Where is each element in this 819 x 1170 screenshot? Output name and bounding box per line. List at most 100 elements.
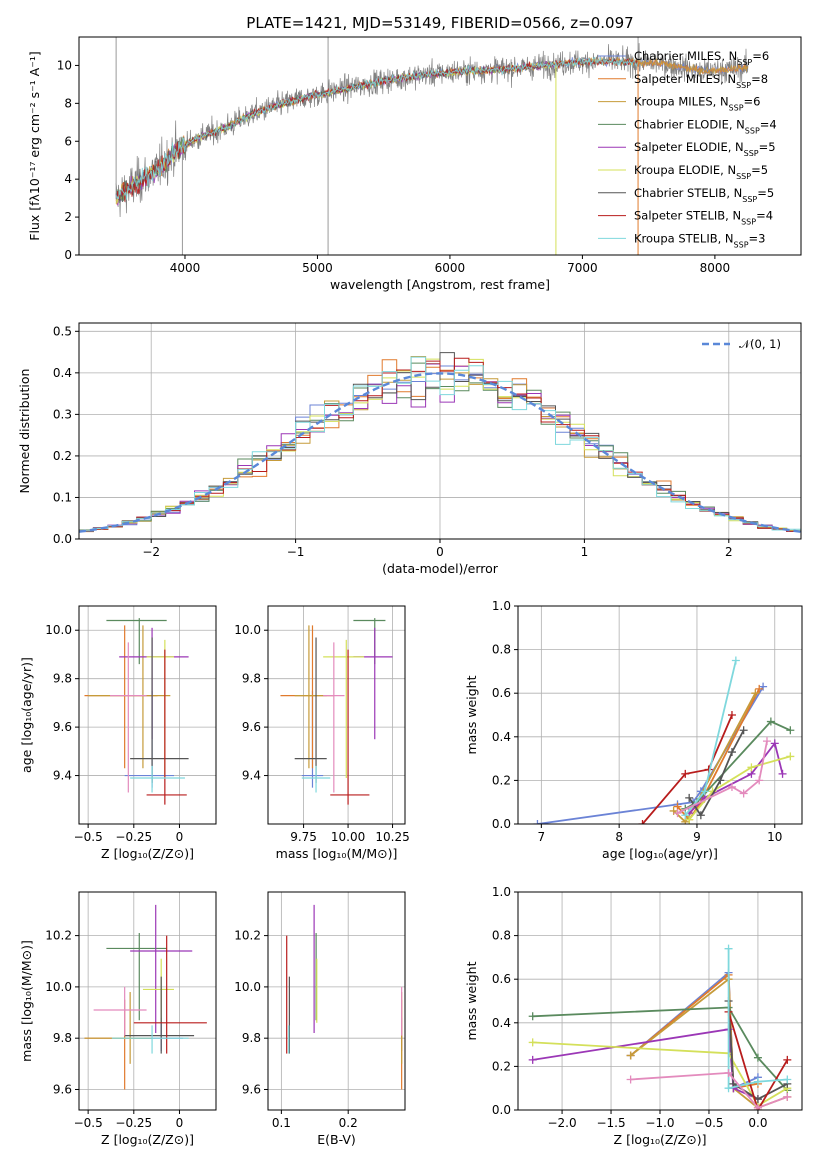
x-axis-label: Z [log₁₀(Z/Z⊙)] (101, 1132, 194, 1147)
mass_vs_ebv-frame (267, 891, 406, 1111)
weight-marker (753, 1077, 762, 1086)
y-tick-label: 0.2 (492, 773, 511, 787)
weight-marker (739, 726, 748, 735)
mass_vs_Z-points (84, 904, 207, 1090)
age_vs_Z-grid (79, 606, 216, 824)
x-axis-label: (data-model)/error (382, 561, 499, 576)
residuals-legend: 𝒩(0, 1) (702, 337, 781, 351)
weight-marker (747, 763, 756, 772)
weight_vs_Z-axes: −2.0 −1.5 −1.0 −0.5 0.0 0.0 0.2 0.4 0.6 0.8 1.0 Z [… (464, 885, 802, 1147)
legend-label: Kroupa ELODIE, NSSP=5 (634, 163, 768, 181)
x-tick-label: −0.5 (694, 1116, 723, 1130)
weight-marker (727, 748, 736, 757)
model-salpeter-stelib (115, 58, 638, 202)
weight-marker (673, 809, 682, 818)
legend-label: Salpeter MILES, NSSP=8 (634, 72, 768, 90)
x-axis-label: mass [log₁₀(M/M⊙)] (276, 846, 398, 861)
weight-marker (783, 1055, 792, 1064)
y-axis-label: Flux [fλ10⁻¹⁷ erg cm⁻² s⁻¹ A⁻¹] (27, 51, 42, 240)
weight-marker (724, 1084, 733, 1093)
mass_vs_Z-axes: −0.5 −0.25 0 9.6 9.8 10.0 10.2 Z [log₁₀(Z/Z⊙)] m… (19, 892, 216, 1147)
y-tick-label: 1.0 (492, 885, 511, 899)
y-tick-label: 0.4 (492, 1016, 511, 1030)
legend-label: Salpeter STELIB, NSSP=4 (634, 209, 773, 227)
weight-marker (681, 811, 690, 820)
y-tick-label: 0.5 (53, 324, 72, 338)
y-tick-label: 9.6 (242, 720, 261, 734)
chart-title: PLATE=1421, MJD=53149, FIBERID=0566, z=0… (246, 14, 633, 32)
x-tick-label: −1 (287, 545, 305, 559)
x-tick-label: 1 (581, 545, 589, 559)
age_vs_Z-frame (78, 605, 217, 825)
y-tick-label: 0.0 (492, 1103, 511, 1117)
x-tick-label: 7 (538, 830, 546, 844)
legend-label: Chabrier MILES, NSSP=6 (634, 49, 769, 67)
x-axis-label: Z [log₁₀(Z/Z⊙)] (614, 1132, 707, 1147)
weight-marker (755, 776, 764, 785)
weight-marker (783, 1092, 792, 1101)
y-tick-label: 9.8 (53, 1031, 72, 1045)
weight-line (676, 688, 761, 822)
weight-marker (755, 684, 764, 693)
y-axis-label: mass weight (464, 961, 479, 1040)
y-tick-label: 0.0 (53, 532, 72, 546)
x-axis-label: age [log₁₀(age/yr)] (602, 846, 718, 861)
x-tick-label: 0 (436, 545, 444, 559)
age_vs_mass-axes: 9.75 10.00 10.25 9.4 9.6 9.8 10.0 mass [log₁₀(M… (234, 606, 410, 861)
gaussian-curve (79, 372, 801, 533)
weight-marker (778, 769, 787, 778)
mass_vs_ebv-grid (268, 892, 405, 1110)
weight-line (641, 714, 733, 824)
y-axis-label: mass [log₁₀(M/M⊙)] (19, 940, 34, 1062)
x-tick-label: 0.2 (339, 1116, 358, 1130)
y-tick-label: 0.1 (53, 490, 72, 504)
weight-line (727, 948, 788, 1090)
weight-marker (685, 793, 694, 802)
y-tick-label: 0.6 (492, 972, 511, 986)
weight_vs_Z-lines (528, 944, 792, 1110)
x-tick-label: 2 (725, 545, 733, 559)
x-tick-label: 5000 (302, 261, 333, 275)
y-tick-label: 0.6 (492, 686, 511, 700)
mass_vs_ebv-points (286, 904, 403, 1090)
spectrum-lines (115, 37, 749, 255)
y-tick-label: 8 (64, 96, 72, 110)
weight-marker (528, 1038, 537, 1047)
y-tick-label: 9.6 (53, 720, 72, 734)
x-tick-label: −2 (142, 545, 160, 559)
histograms (79, 352, 801, 534)
legend-label: Kroupa MILES, NSSP=6 (634, 95, 760, 113)
x-tick-label: 10.25 (375, 830, 409, 844)
x-tick-label: −1.5 (596, 1116, 625, 1130)
age_vs_Z-points (84, 618, 189, 805)
y-tick-label: 0 (64, 248, 72, 262)
legend-label: Chabrier ELODIE, NSSP=4 (634, 117, 777, 135)
weight-marker (724, 944, 733, 953)
weight-marker (528, 1012, 537, 1021)
weight-line (630, 1071, 788, 1109)
age_vs_mass-points (280, 618, 393, 805)
age_vs_mass-frame (267, 605, 406, 825)
weight-marker (716, 776, 725, 785)
y-tick-label: 10.2 (234, 929, 261, 943)
x-tick-label: 0 (176, 1116, 184, 1130)
x-tick-label: 10 (767, 830, 782, 844)
y-tick-label: 2 (64, 210, 72, 224)
weight-line (688, 755, 791, 821)
y-tick-label: 10.0 (45, 623, 72, 637)
weight-marker (727, 782, 736, 791)
x-axis-label: E(B-V) (317, 1132, 356, 1147)
x-tick-label: −1.0 (645, 1116, 674, 1130)
y-tick-label: 1.0 (492, 599, 511, 613)
weight_vs_age-frame (517, 605, 803, 825)
weight-marker (638, 820, 647, 824)
x-tick-label: 4000 (170, 261, 201, 275)
weight_vs_age-lines (533, 656, 795, 824)
y-tick-label: 9.4 (242, 769, 261, 783)
y-tick-label: 0.8 (492, 643, 511, 657)
x-tick-label: 9 (693, 830, 701, 844)
weight_vs_Z-frame (517, 891, 803, 1111)
legend-label: Kroupa STELIB, NSSP=3 (634, 231, 765, 249)
weight_vs_age-axes: 7 8 9 10 0.0 0.2 0.4 0.6 0.8 1.0 age [log₁₀(age/yr… (464, 599, 802, 861)
y-tick-label: 10.0 (45, 980, 72, 994)
